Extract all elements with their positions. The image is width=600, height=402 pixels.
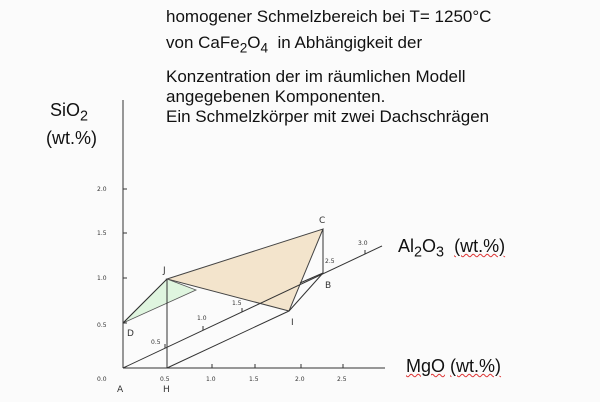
- edge-I-B: [288, 272, 324, 312]
- edge-H-I: [166, 310, 290, 369]
- point-label-J: J: [162, 266, 166, 276]
- tick-label: 1.0: [97, 275, 107, 282]
- point-label-I: I: [291, 318, 294, 328]
- tick-label: 0.5: [151, 339, 161, 346]
- tick-label: 0.5: [160, 376, 170, 383]
- caption-line-1: homogener Schmelzbereich bei T= 1250°C: [166, 7, 492, 26]
- caption-text: O: [247, 33, 261, 52]
- subscript: 3: [436, 244, 445, 261]
- edge-D-J: [122, 278, 168, 324]
- point-label-C: C: [319, 216, 325, 226]
- al2o3-axis: [122, 245, 383, 369]
- sio2-axis-unit: (wt.%): [46, 128, 97, 148]
- tick-label: 1.0: [197, 315, 207, 322]
- caption-line-2: von CaFe2O4 in Abhängigkeit der: [166, 33, 422, 55]
- caption-text: in Abhängigkeit der: [268, 33, 423, 52]
- unit-text: (wt.%): [450, 356, 502, 376]
- label-text: MgO: [406, 356, 446, 376]
- point-label-B: B: [325, 281, 331, 291]
- mgo-axis-label: MgO (wt.%): [406, 356, 501, 377]
- point-labels: A H J D C B I: [117, 216, 331, 395]
- tick-label: 2.0: [295, 376, 305, 383]
- point-label-H: H: [163, 385, 170, 395]
- label-text: SiO: [50, 100, 81, 120]
- subscript: 4: [260, 40, 269, 56]
- tick-label: 2.5: [325, 258, 335, 265]
- tick-label: 1.0: [206, 376, 216, 383]
- sio2-axis-label: SiO2: [50, 100, 88, 125]
- roof-main-face: [165, 228, 324, 312]
- point-label-D: D: [127, 329, 134, 339]
- subscript: 2: [239, 40, 248, 56]
- label-text: O: [422, 236, 437, 256]
- tick-label: 2.5: [337, 376, 347, 383]
- subscript: 2: [80, 108, 89, 125]
- al2o3-tick-labels: 0.5 1.0 1.5 2.5 3.0: [151, 240, 368, 346]
- tick-label: 0.0: [97, 376, 107, 383]
- mgo-tick-labels: 0.5 1.0 1.5 2.0 2.5: [160, 376, 347, 383]
- tick-label: 3.0: [358, 240, 368, 247]
- sio2-tick-labels: 2.0 1.5 1.0 0.5 0.0: [97, 186, 107, 383]
- point-label-A: A: [117, 385, 124, 395]
- tick-label: 2.0: [97, 186, 107, 193]
- tick-label: 0.5: [97, 322, 107, 329]
- tick-label: 1.5: [97, 230, 107, 237]
- label-text: Al: [398, 236, 415, 256]
- caption-line-4: angegebenen Komponenten.: [166, 87, 386, 106]
- tick-label: 1.5: [249, 376, 259, 383]
- caption-text: von CaFe: [166, 33, 240, 52]
- roof-small-face: [122, 278, 198, 324]
- tick-label: 1.5: [232, 300, 242, 307]
- edge-inner: [299, 272, 324, 284]
- al2o3-axis-label: Al2O3 (wt.%): [398, 236, 505, 261]
- subscript: 2: [414, 244, 423, 261]
- unit-text: (wt.%): [454, 236, 506, 256]
- caption-line-5: Ein Schmelzkörper mit zwei Dachschrägen: [166, 107, 490, 126]
- caption-line-3: Konzentration der im räumlichen Modell: [166, 67, 466, 86]
